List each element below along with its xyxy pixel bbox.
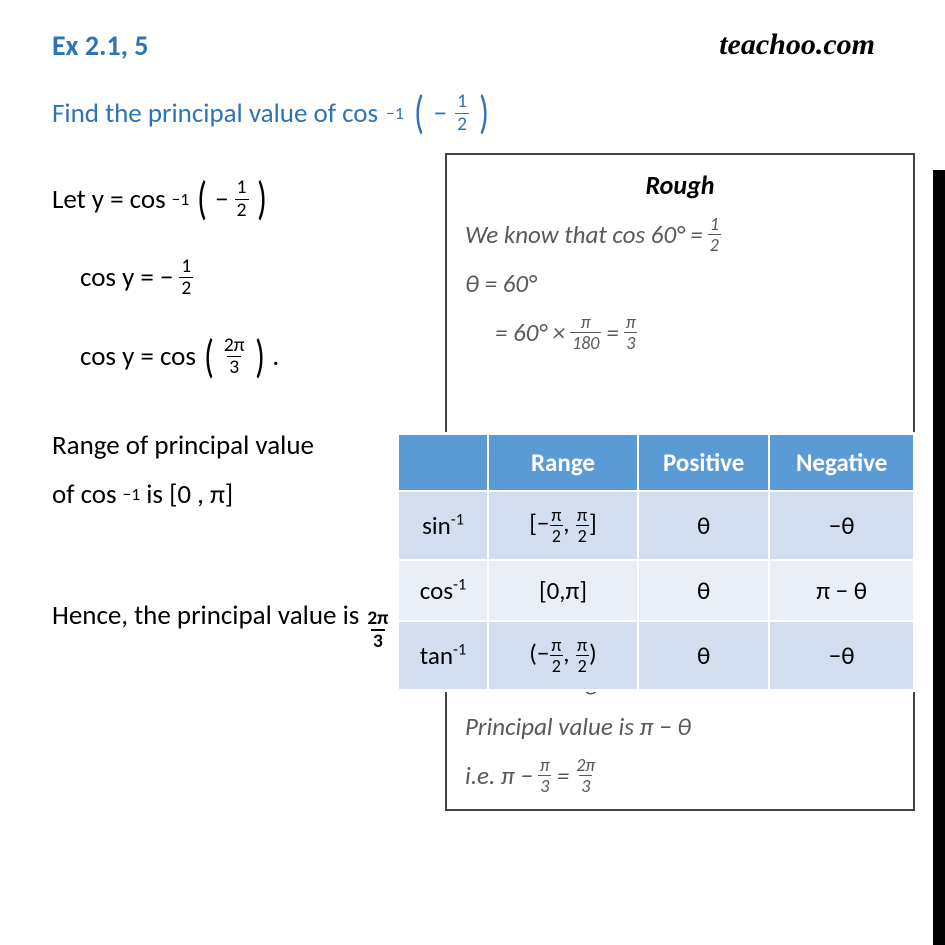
question-frac: 1 2 xyxy=(455,92,469,134)
rough-line-2: θ = 60° xyxy=(465,268,895,299)
question-neg: − xyxy=(434,97,447,130)
paren-right-icon: ) xyxy=(255,329,265,385)
rough-line-3: = 60° × π 180 = π 3 xyxy=(465,313,895,352)
header-row: Ex 2.1, 5 teachoo.com xyxy=(52,28,905,63)
frac: π 3 xyxy=(538,756,552,795)
frac: 1 2 xyxy=(708,215,721,254)
step-range-1: Range of principal value xyxy=(52,429,432,462)
question-text: Find the principal value of cos −1 ( − 1 … xyxy=(52,85,905,141)
range-table: Range Positive Negative sin-1 [−π2, π2] … xyxy=(397,433,915,691)
step-range-2: of cos−1 is [0 , π] xyxy=(52,478,432,511)
range-cell: [0,π] xyxy=(488,560,638,621)
frac: 2π 3 xyxy=(574,756,597,795)
neg-cell: −θ xyxy=(769,491,914,560)
side-black-strip xyxy=(933,170,945,945)
table-row: sin-1 [−π2, π2] θ −θ xyxy=(398,491,914,560)
rough-line-1: We know that cos 60° = 1 2 xyxy=(465,215,895,254)
fn-cell: sin-1 xyxy=(398,491,488,560)
table-header: Range xyxy=(488,434,638,491)
frac: 2π 3 xyxy=(222,336,247,378)
page-container: Ex 2.1, 5 teachoo.com Find the principal… xyxy=(0,0,945,672)
answer-frac: 2π 3 xyxy=(365,609,390,652)
brand-logo: teachoo.com xyxy=(719,28,875,62)
paren-left-icon: ( xyxy=(414,85,424,141)
neg-cell: π − θ xyxy=(769,560,914,621)
paren-right-icon: ) xyxy=(257,171,267,227)
table-row: tan-1 (−π2, π2) θ −θ xyxy=(398,621,914,690)
question-prefix: Find the principal value of cos xyxy=(52,97,378,130)
table-row: cos-1 [0,π] θ π − θ xyxy=(398,560,914,621)
rough-line-5: Principal value is π − θ xyxy=(465,711,895,742)
frac: 1 2 xyxy=(179,257,193,299)
solution-column: Let y = cos−1 ( − 1 2 ) cos y = − 1 2 co… xyxy=(52,171,432,511)
question-sup: −1 xyxy=(386,102,404,124)
pos-cell: θ xyxy=(638,560,769,621)
table-header-row: Range Positive Negative xyxy=(398,434,914,491)
neg-cell: −θ xyxy=(769,621,914,690)
fn-cell: cos-1 xyxy=(398,560,488,621)
paren-right-icon: ) xyxy=(479,85,489,141)
paren-left-icon: ( xyxy=(204,329,214,385)
range-cell: [−π2, π2] xyxy=(488,491,638,560)
rough-line-6: i.e. π − π 3 = 2π 3 xyxy=(465,756,895,795)
pos-cell: θ xyxy=(638,621,769,690)
main-area: Let y = cos−1 ( − 1 2 ) cos y = − 1 2 co… xyxy=(52,171,905,652)
frac: 1 2 xyxy=(235,178,249,220)
table-header: Negative xyxy=(769,434,914,491)
frac: π 3 xyxy=(624,313,638,352)
pos-cell: θ xyxy=(638,491,769,560)
step-cosy: cos y = − 1 2 xyxy=(52,257,432,299)
range-cell: (−π2, π2) xyxy=(488,621,638,690)
table-header xyxy=(398,434,488,491)
step-cosy2: cos y = cos ( 2π 3 ) . xyxy=(52,329,432,385)
rough-title: Rough xyxy=(465,169,895,201)
table-header: Positive xyxy=(638,434,769,491)
frac: π 180 xyxy=(570,313,601,352)
step-let: Let y = cos−1 ( − 1 2 ) xyxy=(52,171,432,227)
exercise-title: Ex 2.1, 5 xyxy=(52,28,148,63)
paren-left-icon: ( xyxy=(197,171,207,227)
fn-cell: tan-1 xyxy=(398,621,488,690)
